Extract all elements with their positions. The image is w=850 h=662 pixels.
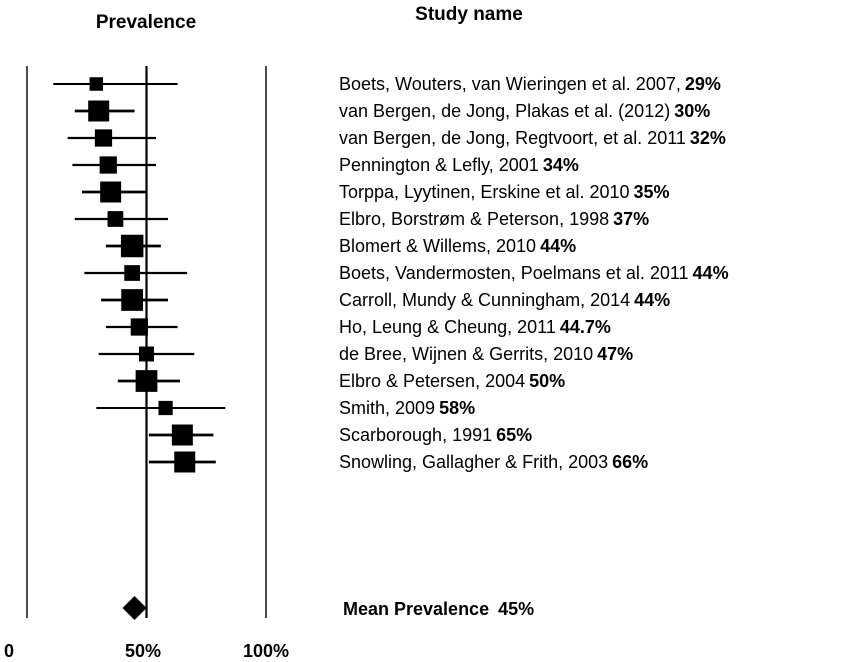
study-label: de Bree, Wijnen & Gerrits, 2010 47% xyxy=(339,344,633,364)
study-label: Scarborough, 1991 65% xyxy=(339,425,532,445)
study-name: de Bree, Wijnen & Gerrits, 2010 xyxy=(339,344,593,364)
study-prevalence: 37% xyxy=(613,209,649,229)
study-prevalence: 44% xyxy=(634,290,670,310)
study-label: Snowling, Gallagher & Frith, 2003 66% xyxy=(339,452,648,472)
point-estimate-square xyxy=(100,181,122,203)
point-estimate-square xyxy=(99,156,117,174)
point-estimate-square xyxy=(171,424,193,446)
prevalence-header: Prevalence xyxy=(96,12,196,33)
pooled-value: 45% xyxy=(498,599,534,619)
point-estimate-square xyxy=(121,289,144,311)
study-label: Elbro & Petersen, 2004 50% xyxy=(339,371,565,391)
study-prevalence: 34% xyxy=(543,155,579,175)
study-name: Ho, Leung & Cheung, 2011 xyxy=(339,317,556,337)
study-label: Elbro, Borstrøm & Peterson, 1998 37% xyxy=(339,209,649,229)
study-label: Torppa, Lyytinen, Erskine et al. 2010 35% xyxy=(339,182,670,202)
study-name: Boets, Vandermosten, Poelmans et al. 201… xyxy=(339,263,689,283)
point-estimate-square xyxy=(88,100,110,122)
point-estimate-square xyxy=(124,265,141,281)
study-name: Snowling, Gallagher & Frith, 2003 xyxy=(339,452,608,472)
study-name: Elbro, Borstrøm & Peterson, 1998 xyxy=(339,209,609,229)
study-prevalence: 30% xyxy=(674,101,710,121)
study-prevalence: 35% xyxy=(634,182,670,202)
study-label: Carroll, Mundy & Cunningham, 2014 44% xyxy=(339,290,670,310)
study-label: Boets, Wouters, van Wieringen et al. 200… xyxy=(339,74,721,94)
point-estimate-square xyxy=(130,318,148,336)
pooled-diamond xyxy=(122,596,147,620)
study-prevalence: 44% xyxy=(693,263,729,283)
study-label: Boets, Vandermosten, Poelmans et al. 201… xyxy=(339,263,729,283)
point-estimate-square xyxy=(135,370,158,392)
x-tick-0: 0 xyxy=(4,641,14,661)
pooled-label: Mean Prevalence 45% xyxy=(343,599,534,619)
study-name: Carroll, Mundy & Cunningham, 2014 xyxy=(339,290,630,310)
pooled-name: Mean Prevalence xyxy=(343,599,489,619)
study-name: Pennington & Lefly, 2001 xyxy=(339,155,539,175)
study-prevalence: 44.7% xyxy=(560,317,611,337)
study-label: Pennington & Lefly, 2001 34% xyxy=(339,155,579,175)
study-prevalence: 50% xyxy=(529,371,565,391)
study-name: van Bergen, de Jong, Plakas et al. (2012… xyxy=(339,101,670,121)
point-estimate-square xyxy=(158,400,173,416)
point-estimate-square xyxy=(94,129,113,147)
study-name: van Bergen, de Jong, Regtvoort, et al. 2… xyxy=(339,128,686,148)
point-estimate-square xyxy=(107,211,124,227)
study-prevalence: 65% xyxy=(496,425,532,445)
study-name: Scarborough, 1991 xyxy=(339,425,492,445)
study-prevalence: 44% xyxy=(540,236,576,256)
x-tick-100: 100% xyxy=(243,641,289,661)
study-label: Smith, 2009 58% xyxy=(339,398,475,418)
study-label: Blomert & Willems, 2010 44% xyxy=(339,236,576,256)
study-name-header: Study name xyxy=(415,4,523,25)
study-name: Torppa, Lyytinen, Erskine et al. 2010 xyxy=(339,182,630,202)
study-prevalence: 47% xyxy=(597,344,633,364)
study-label: Ho, Leung & Cheung, 2011 44.7% xyxy=(339,317,611,337)
study-name: Blomert & Willems, 2010 xyxy=(339,236,536,256)
x-tick-50: 50% xyxy=(125,641,161,661)
study-name: Boets, Wouters, van Wieringen et al. 200… xyxy=(339,74,681,94)
study-rows: Boets, Wouters, van Wieringen et al. 200… xyxy=(53,74,729,473)
study-name: Elbro & Petersen, 2004 xyxy=(339,371,525,391)
point-estimate-square xyxy=(174,451,196,473)
study-prevalence: 66% xyxy=(612,452,648,472)
point-estimate-square xyxy=(89,77,104,91)
study-prevalence: 29% xyxy=(685,74,721,94)
study-name: Smith, 2009 xyxy=(339,398,435,418)
study-label: van Bergen, de Jong, Regtvoort, et al. 2… xyxy=(339,128,726,148)
point-estimate-square xyxy=(120,234,144,258)
study-prevalence: 32% xyxy=(690,128,726,148)
study-prevalence: 58% xyxy=(439,398,475,418)
study-label: van Bergen, de Jong, Plakas et al. (2012… xyxy=(339,101,710,121)
point-estimate-square xyxy=(139,346,154,362)
